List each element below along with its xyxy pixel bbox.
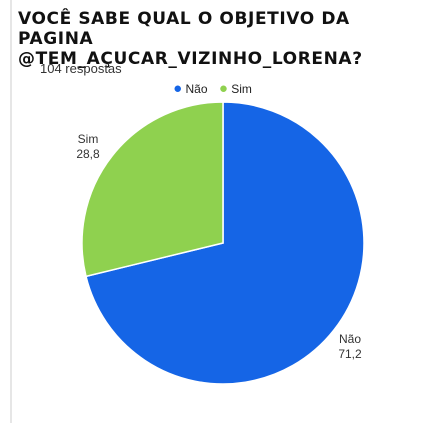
legend-dot-sim: ● [218, 80, 228, 97]
legend-item-nao: ● Não [173, 80, 208, 97]
legend-label-sim: Sim [231, 82, 252, 96]
legend-dot-nao: ● [173, 80, 183, 97]
title-line-2: @tem_açucar_vizinho_lorena? [18, 49, 363, 69]
title-line-1: Você sabe qual o objetivo da pagina [18, 9, 350, 49]
slice-label-nao: Não [339, 332, 361, 346]
response-count: 104 respostas [40, 61, 122, 76]
slice-value-nao: 71,2 [338, 347, 362, 361]
left-divider [10, 0, 12, 423]
slice-value-sim: 28,8 [76, 147, 100, 161]
chart-legend: ● Não ● Sim [0, 80, 425, 97]
slice-label-sim: Sim [78, 132, 99, 146]
legend-label-nao: Não [185, 82, 208, 96]
legend-item-sim: ● Sim [218, 80, 252, 97]
pie-slice-sim [81, 101, 224, 278]
chart-title: Você sabe qual o objetivo da pagina @tem… [18, 9, 418, 69]
pie-slice-nao [85, 101, 365, 385]
